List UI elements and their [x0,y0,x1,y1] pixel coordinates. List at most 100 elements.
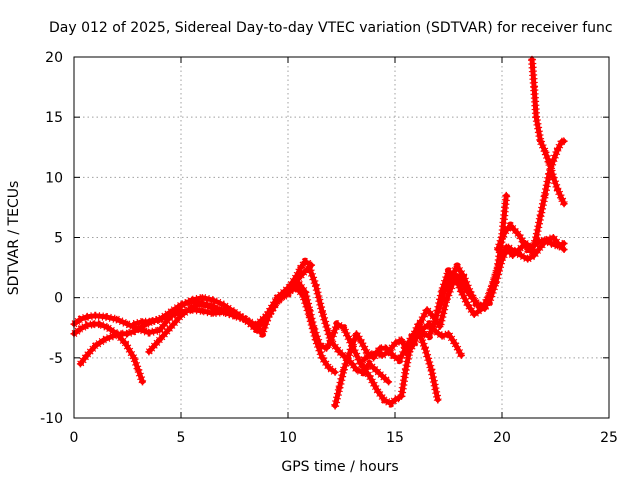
data-point-marker [423,306,431,314]
data-point-marker [457,351,465,359]
data-point-marker [447,274,455,282]
data-point-marker [438,332,446,340]
data-point-marker [406,344,414,352]
data-point-marker [464,301,472,309]
data-point-marker [305,264,313,272]
data-point-marker [515,231,523,239]
data-point-marker [102,313,110,321]
series-track-9 [412,320,465,359]
data-point-marker [188,296,196,304]
data-point-marker [145,348,153,356]
data-point-marker [100,336,108,344]
data-point-marker [507,221,515,229]
data-point-marker [134,325,142,333]
data-point-marker [554,185,562,193]
data-point-marker [421,344,429,352]
data-point-marker [459,272,467,280]
data-point-marker [524,255,532,263]
data-point-marker [271,300,279,308]
data-point-marker [498,255,506,263]
data-point-marker [530,83,538,91]
data-point-marker [372,349,380,357]
data-point-marker [549,156,557,164]
data-point-marker [511,226,519,234]
data-point-marker [258,330,266,338]
data-point-marker [325,363,333,371]
grid-lines [74,57,609,418]
data-point-marker [445,330,452,338]
data-point-marker [543,236,551,244]
data-point-marker [104,324,112,332]
data-point-marker [138,378,146,386]
data-point-marker [156,315,164,323]
y-tick-label: 20 [45,50,63,66]
data-point-marker [385,378,393,386]
series-marker-fringe [493,137,566,256]
data-point-marker [537,243,545,251]
data-point-marker [391,396,399,404]
data-point-marker [365,360,373,368]
data-point-marker [220,301,228,309]
data-point-marker [479,303,487,311]
data-point-marker [359,368,367,376]
data-point-marker [554,146,562,154]
data-point-marker [419,325,427,333]
data-point-marker [288,284,296,292]
data-point-marker [231,312,238,320]
data-point-marker [340,324,348,332]
data-point-marker [352,366,360,374]
chart-title: Day 012 of 2025, Sidereal Day-to-day VTE… [49,20,613,36]
data-point-marker [470,311,478,319]
data-point-marker [83,321,91,329]
data-point-marker [295,274,303,282]
x-tick-label: 20 [493,430,511,446]
data-point-marker [335,348,343,356]
data-point-marker [380,396,388,404]
data-point-marker [472,300,480,308]
data-point-marker [451,339,459,347]
data-point-marker [528,248,536,256]
data-point-marker [340,366,348,374]
data-point-marker [209,296,217,304]
data-point-marker [387,400,395,408]
data-point-marker [278,294,286,302]
data-point-marker [498,234,506,241]
data-point-marker [517,252,525,260]
series-marker-fringe [397,235,566,397]
y-axis-label: SDTVAR / TECUs [6,181,22,296]
series-track-12 [528,55,568,208]
data-point-marker [434,396,442,404]
data-point-marker [316,342,324,350]
data-point-marker [318,354,326,362]
data-point-marker [466,288,474,296]
data-point-marker [502,226,510,234]
data-point-marker [209,309,217,317]
data-point-marker [532,113,540,121]
data-point-marker [333,320,341,328]
x-tick-label: 25 [600,430,618,446]
data-point-marker [412,330,420,338]
data-point-marker [327,337,335,345]
data-point-marker [549,173,557,181]
y-tick-label: 5 [54,231,63,247]
data-point-marker [220,308,228,316]
data-point-marker [504,243,512,251]
data-series [70,55,568,410]
data-point-marker [432,327,440,335]
data-point-marker [145,329,153,337]
data-point-marker [147,318,155,326]
data-point-marker [252,324,260,332]
y-tick-label: -10 [40,411,63,427]
series-track-11 [493,137,568,256]
y-tick-label: 0 [54,291,63,307]
data-point-marker [524,246,532,254]
data-point-marker [156,326,164,334]
data-point-marker [91,312,99,320]
data-point-marker [188,303,196,311]
data-point-marker [83,351,91,359]
data-point-marker [301,258,309,266]
x-tick-label: 5 [177,430,186,446]
data-point-marker [415,320,423,328]
series-marker-fringe [528,59,568,206]
